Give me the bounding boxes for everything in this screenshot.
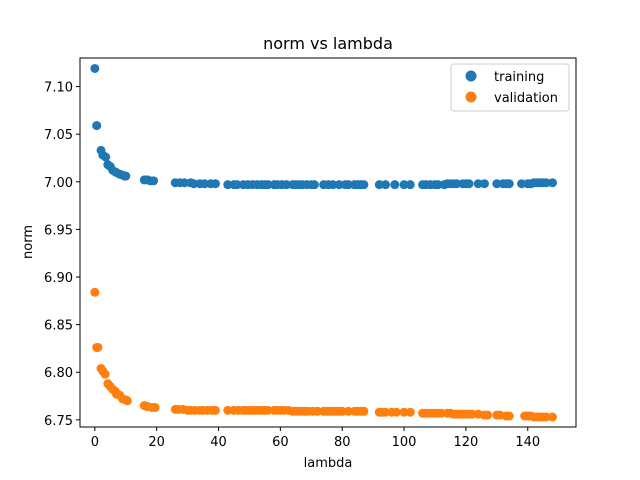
training-point xyxy=(149,176,159,186)
y-tick-label: 7.10 xyxy=(44,81,73,96)
training-point xyxy=(492,179,502,189)
training-point xyxy=(399,180,409,190)
validation-point xyxy=(436,408,446,418)
validation-point xyxy=(467,409,477,419)
training-point xyxy=(90,63,100,73)
y-axis: 6.75 6.80 6.85 6.90 6.95 7.00 7.05 7.10 xyxy=(44,81,80,429)
training-point xyxy=(517,179,527,189)
y-tick-label: 7.05 xyxy=(44,128,73,143)
validation-point xyxy=(312,406,322,416)
validation-point xyxy=(337,406,347,416)
validation-point xyxy=(122,396,132,406)
legend: training validation xyxy=(450,63,570,112)
training-point xyxy=(328,180,338,190)
validation-point xyxy=(93,342,103,352)
validation-point xyxy=(343,406,353,416)
training-point xyxy=(479,179,489,189)
validation-point xyxy=(359,406,369,416)
y-axis-label: norm xyxy=(21,225,36,259)
y-tick-label: 6.75 xyxy=(44,414,73,429)
training-point xyxy=(282,180,292,190)
training-point xyxy=(263,180,273,190)
validation-point xyxy=(381,407,391,417)
validation-point xyxy=(541,412,551,422)
validation-point xyxy=(391,407,401,417)
x-tick-label: 100 xyxy=(392,435,417,450)
y-tick-label: 6.80 xyxy=(44,366,73,381)
training-point xyxy=(343,180,353,190)
training-point xyxy=(210,179,220,189)
training-point xyxy=(464,179,474,189)
x-tick-label: 0 xyxy=(91,435,99,450)
legend-label-training: training xyxy=(494,70,544,85)
training-point xyxy=(381,180,391,190)
x-axis: 0 20 40 60 80 100 120 140 xyxy=(91,427,540,450)
plot-area xyxy=(79,57,577,428)
training-point xyxy=(390,180,400,190)
validation-point xyxy=(399,407,409,417)
legend-label-validation: validation xyxy=(494,91,558,106)
validation-point xyxy=(223,405,233,415)
training-point xyxy=(405,180,415,190)
training-point xyxy=(473,179,483,189)
validation-point xyxy=(548,412,557,422)
series-validation xyxy=(90,287,557,422)
validation-point xyxy=(210,405,220,415)
training-point xyxy=(548,178,557,188)
training-point xyxy=(189,179,199,189)
training-point xyxy=(101,152,111,162)
x-tick-label: 60 xyxy=(272,435,289,450)
training-point xyxy=(92,121,102,131)
x-tick-label: 40 xyxy=(210,435,227,450)
training-point xyxy=(180,178,190,188)
training-point xyxy=(232,180,242,190)
training-point xyxy=(309,180,319,190)
validation-point xyxy=(90,287,100,297)
training-point xyxy=(359,180,369,190)
x-axis-label: lambda xyxy=(304,456,353,471)
training-point xyxy=(223,180,233,190)
training-point xyxy=(334,180,344,190)
y-tick-label: 7.00 xyxy=(44,176,73,191)
training-point xyxy=(374,180,384,190)
y-tick-label: 6.85 xyxy=(44,319,73,334)
training-point xyxy=(433,180,443,190)
chart-title: norm vs lambda xyxy=(263,34,393,53)
training-point xyxy=(452,179,462,189)
x-tick-label: 120 xyxy=(454,435,479,450)
axes-frame xyxy=(79,57,577,428)
x-tick-label: 140 xyxy=(515,435,540,450)
legend-marker-validation xyxy=(465,91,477,103)
training-point xyxy=(541,178,551,188)
training-point xyxy=(504,179,514,189)
legend-box xyxy=(450,63,570,112)
y-tick-label: 6.90 xyxy=(44,271,73,286)
y-tick-label: 6.95 xyxy=(44,223,73,238)
x-tick-label: 20 xyxy=(148,435,165,450)
x-tick-label: 80 xyxy=(334,435,351,450)
series-training xyxy=(90,63,557,190)
validation-point xyxy=(263,405,273,415)
training-point xyxy=(121,171,131,181)
validation-point xyxy=(405,407,415,417)
legend-marker-training xyxy=(465,70,477,82)
training-point xyxy=(200,179,210,189)
validation-point xyxy=(150,402,160,412)
validation-point xyxy=(483,410,493,420)
validation-point xyxy=(100,369,110,379)
validation-point xyxy=(504,411,514,421)
